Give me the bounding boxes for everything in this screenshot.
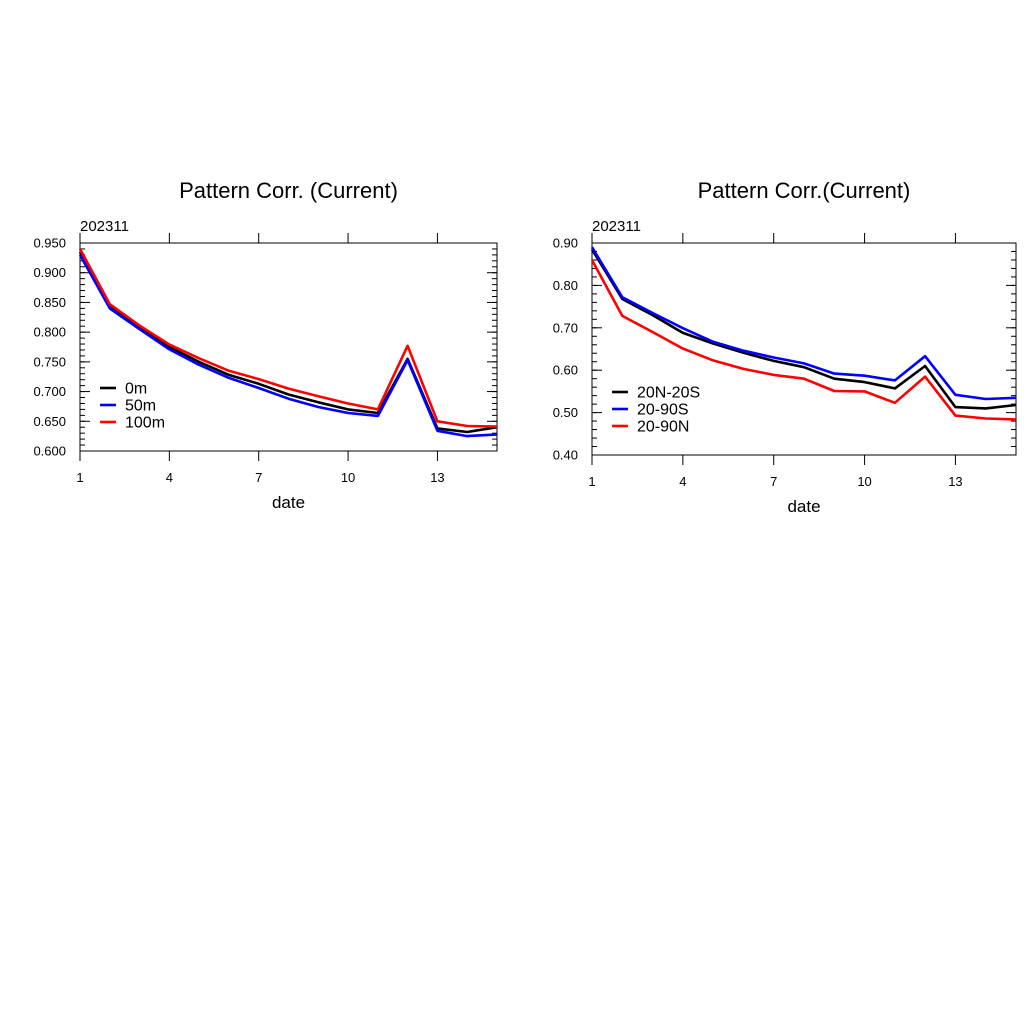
x-tick-label: 10 — [857, 474, 871, 489]
y-tick-label: 0.850 — [33, 295, 66, 310]
chart-panel-right: Pattern Corr.(Current) 202311 0.40 0.50 0.60… — [553, 178, 1017, 516]
y-tick-label: 0.650 — [33, 414, 66, 429]
y-tick-label: 0.750 — [33, 354, 66, 369]
series-line-20-90n — [590, 259, 1017, 421]
y-tick-label: 0.70 — [553, 320, 578, 335]
y-tick-label: 0.950 — [33, 236, 66, 251]
chart-title: Pattern Corr.(Current) — [698, 178, 911, 203]
y-tick-label: 0.800 — [33, 325, 66, 340]
series-line-20-90s — [590, 246, 1017, 401]
x-tick-label: 13 — [948, 474, 962, 489]
series-line-50m — [78, 254, 498, 438]
x-axis-label: date — [787, 497, 820, 516]
x-tick-label: 1 — [588, 474, 595, 489]
y-tick-label: 0.700 — [33, 384, 66, 399]
x-tick-label: 4 — [166, 470, 173, 485]
y-tick-label: 0.900 — [33, 265, 66, 280]
legend-label: 50m — [125, 398, 156, 415]
chart-panel-left: Pattern Corr. (Current) 202311 0.600 0.650 0… — [33, 178, 498, 512]
legend-label: 100m — [125, 415, 165, 432]
chart-subtitle: 202311 — [80, 218, 129, 235]
plot-frame — [79, 242, 498, 452]
x-tick-label: 1 — [76, 470, 83, 485]
legend-label: 20-90N — [637, 419, 689, 436]
x-tick-label: 13 — [430, 470, 444, 485]
series-line-100m — [78, 248, 498, 428]
x-tick-label: 7 — [255, 470, 262, 485]
legend-label: 0m — [125, 381, 147, 398]
y-tick-label: 0.50 — [553, 405, 578, 420]
x-tick-label: 10 — [341, 470, 355, 485]
x-tick-label: 4 — [679, 474, 686, 489]
series-line-20n-20s — [590, 248, 1017, 410]
legend-label: 20-90S — [637, 402, 689, 419]
y-tick-label: 0.40 — [553, 448, 578, 463]
legend-label: 20N-20S — [637, 385, 700, 402]
x-axis-label: date — [272, 493, 305, 512]
chart-title: Pattern Corr. (Current) — [179, 178, 398, 203]
y-tick-label: 0.80 — [553, 278, 578, 293]
y-tick-label: 0.90 — [553, 236, 578, 251]
chart-subtitle: 202311 — [592, 218, 641, 235]
y-tick-label: 0.600 — [33, 444, 66, 459]
x-tick-label: 7 — [770, 474, 777, 489]
plot-frame — [591, 242, 1017, 456]
y-tick-label: 0.60 — [553, 363, 578, 378]
